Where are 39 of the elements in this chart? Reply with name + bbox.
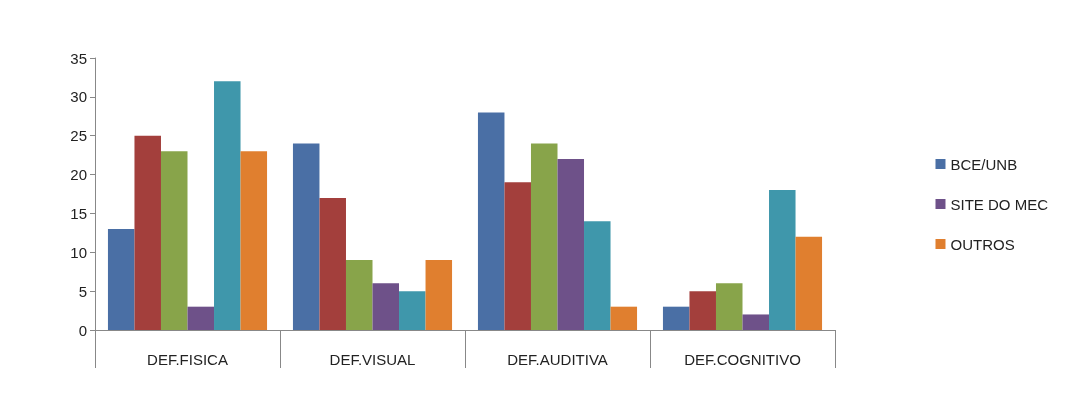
x-tick-label: DEF.VISUAL [329, 351, 416, 368]
bar [345, 260, 373, 330]
bar [214, 81, 241, 330]
bar [292, 143, 320, 330]
x-tick-label: DEF.COGNITIVO [684, 351, 801, 368]
bar [319, 197, 346, 330]
bar [425, 260, 453, 330]
bar [557, 159, 585, 330]
bar [689, 291, 716, 330]
legend-label: SITE DO MEC [950, 195, 1049, 213]
legend-label: BCE/UNB [950, 155, 1018, 173]
x-tick-label: DEF.AUDITIVA [507, 351, 608, 368]
bar [372, 283, 400, 330]
bar [504, 182, 531, 330]
bar [240, 151, 268, 330]
bar [187, 306, 215, 330]
bar [662, 306, 690, 330]
legend-label: OUTROS [950, 235, 1015, 253]
bar [795, 236, 823, 330]
bar [769, 190, 796, 330]
bar [477, 112, 505, 330]
y-tick-label: 10 [70, 243, 87, 261]
y-tick-label: 5 [78, 282, 87, 300]
bar [160, 151, 188, 330]
y-tick-label: 15 [70, 204, 87, 222]
y-tick-label: 20 [70, 166, 87, 184]
bar [134, 135, 161, 330]
bar [610, 306, 638, 330]
bar [584, 221, 611, 330]
y-tick-label: 35 [70, 49, 87, 67]
x-tick-label: DEF.FISICA [147, 351, 228, 368]
bar [742, 314, 770, 330]
bar [530, 143, 558, 330]
bar [399, 291, 426, 330]
y-tick-label: 30 [70, 88, 87, 106]
y-tick-label: 25 [70, 127, 87, 145]
y-tick-label: 0 [78, 321, 87, 339]
bar [715, 283, 743, 330]
bar [107, 228, 135, 330]
